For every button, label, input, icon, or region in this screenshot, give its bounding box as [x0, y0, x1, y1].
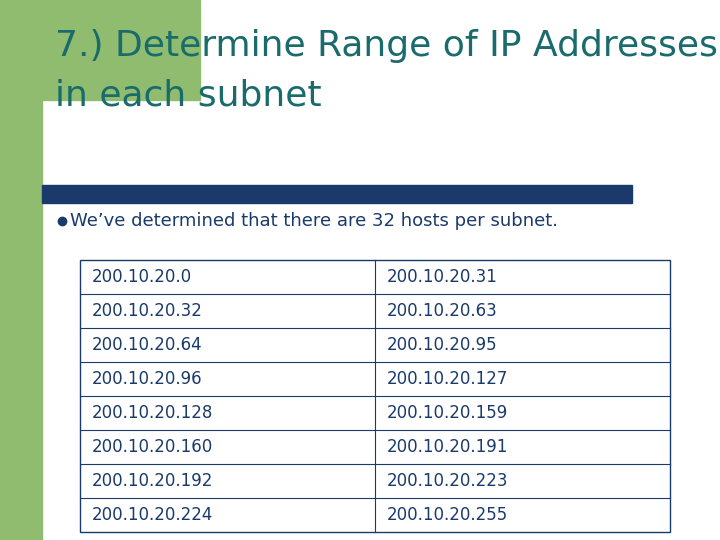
Text: 200.10.20.192: 200.10.20.192: [92, 472, 213, 490]
Bar: [80, 260, 670, 532]
Text: 200.10.20.127: 200.10.20.127: [387, 370, 508, 388]
Text: 200.10.20.32: 200.10.20.32: [92, 302, 203, 320]
Text: 200.10.20.191: 200.10.20.191: [387, 438, 508, 456]
Text: 200.10.20.95: 200.10.20.95: [387, 336, 498, 354]
Text: 200.10.20.0: 200.10.20.0: [92, 268, 192, 286]
Text: 200.10.20.255: 200.10.20.255: [387, 506, 508, 524]
Text: 200.10.20.63: 200.10.20.63: [387, 302, 498, 320]
Text: 200.10.20.31: 200.10.20.31: [387, 268, 498, 286]
Text: in each subnet: in each subnet: [55, 79, 322, 113]
Text: 200.10.20.128: 200.10.20.128: [92, 404, 213, 422]
Text: 200.10.20.159: 200.10.20.159: [387, 404, 508, 422]
Text: 200.10.20.64: 200.10.20.64: [92, 336, 202, 354]
Bar: [42, 185, 632, 203]
Bar: [0, 0, 200, 100]
Bar: [0, 0, 42, 540]
Text: 200.10.20.223: 200.10.20.223: [387, 472, 508, 490]
Text: 200.10.20.224: 200.10.20.224: [92, 506, 213, 524]
Text: 200.10.20.96: 200.10.20.96: [92, 370, 202, 388]
Text: 7.) Determine Range of IP Addresses: 7.) Determine Range of IP Addresses: [55, 29, 718, 63]
Text: We’ve determined that there are 32 hosts per subnet.: We’ve determined that there are 32 hosts…: [70, 212, 558, 230]
Text: 200.10.20.160: 200.10.20.160: [92, 438, 213, 456]
